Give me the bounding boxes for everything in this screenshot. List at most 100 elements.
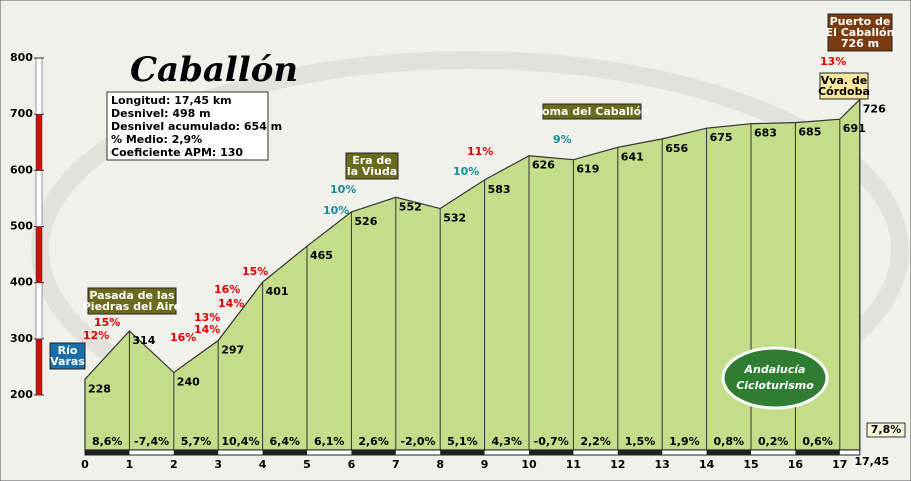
gradient-callout: 9% [553,133,572,146]
gradient-callout: 14% [218,297,244,310]
x-tick-label: 13 [655,458,670,471]
elevation-label: 619 [576,163,599,176]
gradient-callout: 15% [242,265,268,278]
place-label: Pasada de las [89,289,175,302]
elevation-label: 297 [221,344,244,357]
y-tick-label: 500 [10,220,33,233]
elevation-label: 626 [532,159,555,172]
gradient-callout: 15% [94,316,120,329]
gradient-label: 4,3% [492,435,523,448]
gradient-label: 10,4% [221,435,259,448]
logo-text: Cicloturismo [736,379,814,392]
x-tick-label: 8 [436,458,444,471]
x-tick-label: 11 [566,458,581,471]
gradient-callout: 10% [323,204,349,217]
info-line: Longitud: 17,45 km [111,94,232,107]
gradient-callout: 13% [820,55,846,68]
chart-title: Caballón [130,50,298,90]
gradient-label: 1,9% [669,435,700,448]
x-tick-label: 4 [259,458,267,471]
elevation-label: 675 [710,131,733,144]
x-tick-label: 16 [788,458,804,471]
x-axis-stripe [85,450,130,455]
logo-badge [721,346,829,410]
gradient-callout: 13% [194,311,220,324]
gradient-label: 0,8% [714,435,745,448]
gradient-label: 5,7% [181,435,212,448]
elevation-label: 683 [754,127,777,140]
x-tick-label: 9 [481,458,489,471]
gradient-label: 2,6% [358,435,389,448]
place-box [345,152,399,180]
gradient-label: -7,4% [134,435,169,448]
place-box [827,13,893,52]
x-tick-label: 12 [610,458,625,471]
elevation-label: 583 [488,183,511,196]
x-axis-stripe [706,450,751,455]
logo-text: Andalucía [744,363,806,376]
place-label: El Caballón [826,26,895,39]
x-tick-label: 10 [521,458,537,471]
elevation-label: 691 [843,122,866,135]
elevation-label: 314 [132,334,155,347]
x-tick-label: 15 [743,458,758,471]
place-label: la Viuda [347,165,397,178]
axis-stripe [35,338,43,396]
x-axis-stripe [351,450,396,455]
place-box [819,72,869,100]
axis-stripe [35,113,43,171]
info-box [106,91,269,161]
gradient-callout: 10% [330,183,356,196]
x-axis-stripe [173,450,219,455]
x-tick-label: 17,45 [854,455,889,468]
elevation-label: 656 [665,142,688,155]
gradient-label: 6,1% [314,435,345,448]
place-label: Varas [50,355,85,368]
x-tick-label: 2 [170,458,178,471]
gradient-callout: 12% [83,329,109,342]
y-tick-label: 200 [10,388,33,401]
gradient-label: 7,8% [871,423,902,436]
profile-area [84,98,861,451]
gradient-callout: 10% [453,165,479,178]
gradient-callout: 16% [214,283,240,296]
x-axis-stripe [617,450,663,455]
place-label: Río [58,344,78,357]
x-axis-stripe [529,450,574,455]
gradient-label: 1,5% [625,435,656,448]
place-label: 726 m [841,37,879,50]
info-line: Coeficiente APM: 130 [111,146,243,159]
gradient-callout: 16% [170,331,196,344]
gradient-box [866,422,906,438]
gradient-label: 6,4% [270,435,301,448]
place-label: Piedras del Aire [83,300,182,313]
gradient-label: 5,1% [447,435,478,448]
y-tick-label: 800 [10,51,33,64]
place-label: Era de [352,154,392,167]
gradient-label: 0,2% [758,435,789,448]
y-tick-label: 400 [10,276,33,289]
y-tick-label: 300 [10,332,33,345]
axis-stripe [35,170,43,227]
elevation-label: 532 [443,212,466,225]
gradient-label: 8,6% [92,435,123,448]
elevation-label: 552 [399,200,422,213]
x-tick-label: 5 [303,458,311,471]
elevation-label: 401 [266,285,289,298]
info-line: % Medio: 2,9% [111,133,202,146]
place-label: Córdoba [818,85,870,98]
place-box [49,342,86,370]
place-label: Puerto de [830,15,891,28]
x-axis-stripe [795,450,840,455]
x-tick-label: 1 [126,458,134,471]
gradient-callout: 14% [194,323,220,336]
x-tick-label: 14 [699,458,715,471]
x-tick-label: 17 [832,458,847,471]
gradient-label: -2,0% [400,435,435,448]
elevation-label: 641 [621,150,644,163]
x-tick-label: 3 [214,458,222,471]
elevation-label: 526 [354,215,377,228]
x-axis-stripe [440,450,485,455]
info-line: Desnivel acumulado: 654 m [111,120,282,133]
